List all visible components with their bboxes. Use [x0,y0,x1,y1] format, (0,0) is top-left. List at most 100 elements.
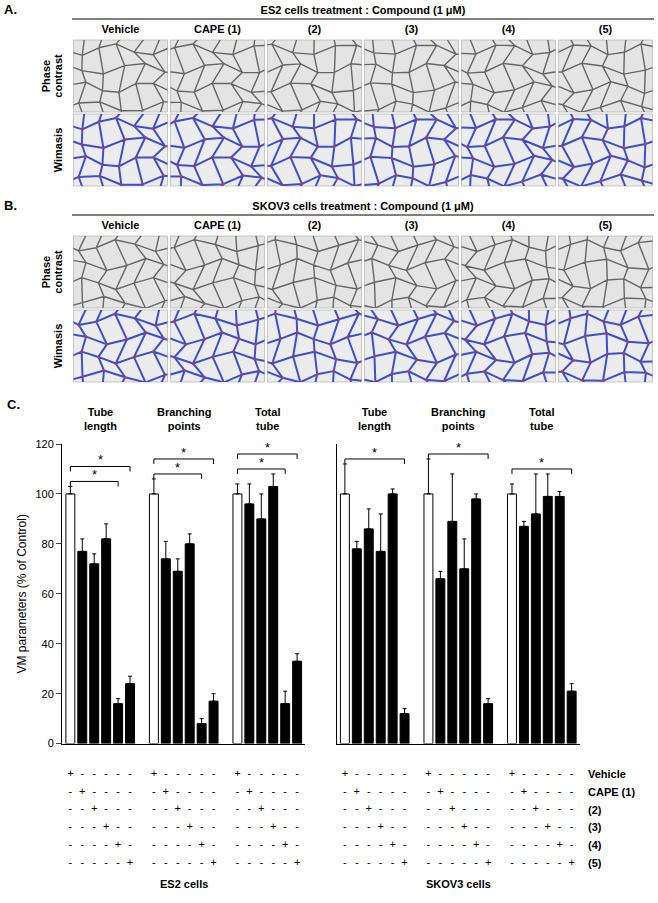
svg-text:-: - [104,856,108,868]
svg-text:-: - [283,767,287,779]
svg-text:-: - [200,856,204,868]
svg-text:-: - [450,767,454,779]
svg-text:-: - [355,820,359,832]
svg-text:-: - [259,856,263,868]
svg-text:-: - [474,767,478,779]
svg-text:-: - [212,785,216,797]
svg-text:*: * [98,452,103,467]
svg-text:-: - [462,785,466,797]
svg-text:(3): (3) [405,219,419,231]
svg-text:-: - [486,820,490,832]
svg-text:CAPE (1): CAPE (1) [194,23,241,35]
svg-text:-: - [391,820,395,832]
svg-text:-: - [236,838,240,850]
svg-text:-: - [510,820,514,832]
svg-text:-: - [236,856,240,868]
svg-text:-: - [534,820,538,832]
svg-text:+: + [473,838,479,850]
svg-text:-: - [558,802,562,814]
svg-text:-: - [343,802,347,814]
svg-text:-: - [128,785,132,797]
svg-text:(3): (3) [588,821,602,833]
svg-text:-: - [343,785,347,797]
svg-text:-: - [259,785,263,797]
svg-text:-: - [283,856,287,868]
svg-text:-: - [462,767,466,779]
svg-text:+: + [377,820,383,832]
svg-text:+: + [246,785,252,797]
svg-text:(2): (2) [588,804,602,816]
svg-text:-: - [212,802,216,814]
svg-text:-: - [522,838,526,850]
svg-text:-: - [164,838,168,850]
svg-text:-: - [164,820,168,832]
svg-text:-: - [570,802,574,814]
svg-text:-: - [343,820,347,832]
svg-text:-: - [295,767,299,779]
svg-text:-: - [427,856,431,868]
svg-text:40: 40 [42,638,54,650]
svg-text:(2): (2) [308,23,322,35]
svg-text:CAPE (1): CAPE (1) [194,219,241,231]
svg-text:-: - [403,767,407,779]
svg-text:-: - [403,785,407,797]
svg-text:Totaltube: Totaltube [529,406,554,432]
svg-text:-: - [474,820,478,832]
svg-text:-: - [510,785,514,797]
svg-text:-: - [546,838,550,850]
svg-text:-: - [486,838,490,850]
svg-text:-: - [128,802,132,814]
svg-text:-: - [355,856,359,868]
svg-text:-: - [522,820,526,832]
svg-text:+: + [103,820,109,832]
svg-text:-: - [570,820,574,832]
svg-text:-: - [427,820,431,832]
svg-text:Branchingpoints: Branchingpoints [431,406,485,432]
svg-text:-: - [176,820,180,832]
svg-text:-: - [522,856,526,868]
svg-text:(3): (3) [405,23,419,35]
svg-text:-: - [427,785,431,797]
svg-text:+: + [568,856,574,868]
svg-text:(2): (2) [308,219,322,231]
svg-text:*: * [265,440,270,455]
svg-text:-: - [212,767,216,779]
svg-text:-: - [534,838,538,850]
svg-text:-: - [248,856,252,868]
svg-text:-: - [116,856,120,868]
svg-text:+: + [437,785,443,797]
svg-text:-: - [200,802,204,814]
svg-text:-: - [570,767,574,779]
svg-text:*: * [181,445,186,460]
svg-text:-: - [379,856,383,868]
svg-text:ES2 cells: ES2 cells [160,878,208,890]
svg-text:-: - [128,820,132,832]
svg-text:+: + [163,785,169,797]
svg-text:-: - [570,785,574,797]
svg-text:-: - [152,785,156,797]
svg-text:Totaltube: Totaltube [255,406,280,432]
svg-text:-: - [152,802,156,814]
svg-text:-: - [546,767,550,779]
svg-text:-: - [450,785,454,797]
svg-text:+: + [127,856,133,868]
svg-text:-: - [236,802,240,814]
svg-text:-: - [462,838,466,850]
svg-text:-: - [558,856,562,868]
svg-text:0: 0 [48,737,54,749]
svg-text:(4): (4) [502,23,516,35]
svg-text:+: + [294,856,300,868]
svg-text:Wimasis: Wimasis [52,128,64,173]
svg-text:-: - [403,838,407,850]
svg-text:-: - [69,820,73,832]
svg-text:-: - [439,820,443,832]
svg-text:-: - [152,820,156,832]
svg-text:-: - [104,767,108,779]
svg-text:Tubelength: Tubelength [84,406,117,432]
svg-text:-: - [248,838,252,850]
svg-text:-: - [128,838,132,850]
svg-text:*: * [539,455,544,470]
svg-text:+: + [91,802,97,814]
svg-text:-: - [462,856,466,868]
svg-text:(5): (5) [588,857,602,869]
